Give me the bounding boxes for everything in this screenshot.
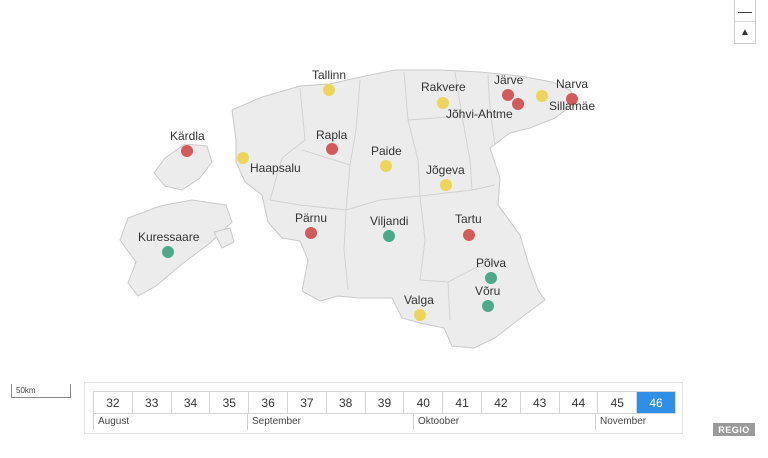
hiiumaa-island <box>153 143 213 191</box>
week-36[interactable]: 36 <box>249 392 288 413</box>
city-marker-võru[interactable] <box>482 300 494 312</box>
week-40[interactable]: 40 <box>404 392 444 413</box>
city-label: Jõgeva <box>426 163 465 177</box>
city-marker-narva[interactable] <box>566 93 578 105</box>
week-33[interactable]: 33 <box>133 392 172 413</box>
city-label: Rakvere <box>421 80 466 94</box>
scale-bar: 50km <box>11 384 71 398</box>
city-label: Valga <box>404 293 434 307</box>
week-timeline: 32 33 34 35 36 37 38 39 40 41 42 43 44 45 46 August Sep… <box>84 382 683 434</box>
month-labels: August September Oktoober November <box>93 414 676 430</box>
city-label: Tartu <box>455 212 482 226</box>
city-marker-haapsalu[interactable] <box>237 152 249 164</box>
city-label: Rapla <box>316 128 348 142</box>
city-label: Narva <box>556 77 588 91</box>
saaremaa-island <box>119 199 233 297</box>
regio-logo: REGIO <box>713 423 755 436</box>
week-37[interactable]: 37 <box>288 392 327 413</box>
month-oktoober: Oktoober <box>413 414 595 430</box>
scale-label: 50km <box>16 386 36 395</box>
city-marker-rapla[interactable] <box>326 143 338 155</box>
city-label: Põlva <box>476 256 506 270</box>
week-34[interactable]: 34 <box>172 392 211 413</box>
week-44[interactable]: 44 <box>560 392 599 413</box>
city-markers: Tallinn Rakvere Järve Jõhvi-Ahtme Narva Silla… <box>138 68 595 321</box>
city-marker-jõhvi-ahtme[interactable] <box>512 98 524 110</box>
city-label: Järve <box>494 73 524 87</box>
county-borders <box>269 71 501 321</box>
city-marker-tartu[interactable] <box>463 229 475 241</box>
city-marker-paide[interactable] <box>380 160 392 172</box>
city-marker-järve[interactable] <box>502 89 514 101</box>
estonia-map[interactable]: Tallinn Rakvere Järve Jõhvi-Ahtme Narva Silla… <box>0 0 768 370</box>
month-november: November <box>595 414 676 430</box>
city-label: Pärnu <box>295 211 327 225</box>
city-label: Kärdla <box>170 129 205 143</box>
zoom-controls: — ▲ <box>734 0 756 44</box>
week-39[interactable]: 39 <box>366 392 405 413</box>
city-marker-pärnu[interactable] <box>305 227 317 239</box>
city-marker-viljandi[interactable] <box>383 230 395 242</box>
week-selector: 32 33 34 35 36 37 38 39 40 41 42 43 44 45 46 <box>93 391 676 414</box>
city-marker-kuressaare[interactable] <box>162 246 174 258</box>
minus-icon[interactable]: — <box>738 2 752 19</box>
city-marker-sillamäe[interactable] <box>536 90 548 102</box>
compass-icon[interactable]: ▲ <box>735 21 755 43</box>
week-45[interactable]: 45 <box>598 392 638 413</box>
city-label: Jõhvi-Ahtme <box>446 107 513 121</box>
week-46[interactable]: 46 <box>637 392 675 413</box>
city-marker-tallinn[interactable] <box>323 84 335 96</box>
week-38[interactable]: 38 <box>327 392 366 413</box>
city-label: Võru <box>475 284 500 298</box>
month-september: September <box>247 414 413 430</box>
city-label: Paide <box>371 144 402 158</box>
city-label: Kuressaare <box>138 230 200 244</box>
city-label: Viljandi <box>370 214 408 228</box>
week-35[interactable]: 35 <box>210 392 250 413</box>
month-august: August <box>93 414 247 430</box>
city-marker-valga[interactable] <box>414 309 426 321</box>
city-label: Haapsalu <box>250 161 301 175</box>
city-marker-jõgeva[interactable] <box>440 179 452 191</box>
city-marker-kärdla[interactable] <box>181 145 193 157</box>
city-marker-rakvere[interactable] <box>437 97 449 109</box>
week-41[interactable]: 41 <box>443 392 482 413</box>
week-43[interactable]: 43 <box>521 392 560 413</box>
city-marker-põlva[interactable] <box>485 272 497 284</box>
city-label: Sillamäe <box>549 99 595 113</box>
week-42[interactable]: 42 <box>482 392 521 413</box>
muhu-island <box>213 227 235 249</box>
week-32[interactable]: 32 <box>94 392 133 413</box>
city-label: Tallinn <box>312 68 346 82</box>
